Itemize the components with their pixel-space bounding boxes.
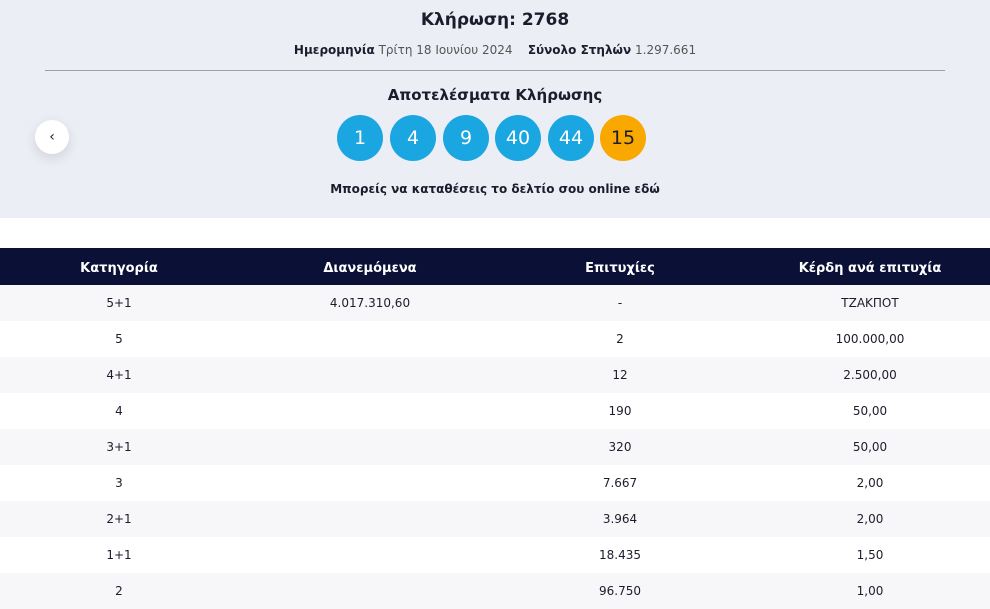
table-cell: 7.667 [602,476,638,490]
table-cell: 4 [115,404,123,418]
note-link[interactable]: εδώ [634,182,660,196]
column-header: Επιτυχίες [585,261,655,276]
table-row: 5 2 100.000,00 [0,321,990,357]
table-cell: 4+1 [106,368,132,382]
column-header: Κέρδη ανά επιτυχία [798,261,942,276]
table-cell: 50,00 [852,404,888,418]
table-row: 2 96.750 1,00 [0,573,990,609]
table-cell: 2 [115,584,123,598]
table-row: 3 7.667 2,00 [0,465,990,501]
note-text: Μπορείς να καταθέσεις το δελτίο σου onli… [330,182,631,196]
table-cell: ΤΖΑΚΠΟΤ [841,296,899,310]
table-cell: 1,00 [856,584,884,598]
table-cell: - [617,296,623,310]
table-row: 3+1 320 50,00 [0,429,990,465]
table-row: 4 190 50,00 [0,393,990,429]
table-cell: 2 [616,332,624,346]
ball: 4 [390,115,436,161]
table-row: 5+1 4.017.310,60 - ΤΖΑΚΠΟΤ [0,285,990,321]
divider [45,70,945,71]
table-cell: 100.000,00 [835,332,905,346]
table-cell: 2+1 [106,512,132,526]
date: Τρίτη 18 Ιουνίου 2024 [378,43,513,57]
table-cell: 18.435 [599,548,641,562]
table-cell: 5 [115,332,123,346]
column-header: Κατηγορία [80,261,158,276]
note: Μπορείς να καταθέσεις το δελτίο σου onli… [0,182,990,196]
columns: 1.297.661 [635,43,697,57]
table-cell: 2,00 [856,512,884,526]
table-cell: 2,00 [856,476,884,490]
table-cell: 3 [115,476,123,490]
table-row: 4+1 12 2.500,00 [0,357,990,393]
draw-panel: Κλήρωση: 2768 Ημερομηνία Τρίτη 18 Ιουνίο… [0,0,990,218]
columns-label: Σύνολο Στηλών [527,43,632,57]
table-cell: 50,00 [852,440,888,454]
ball: 9 [443,115,489,161]
draw-title: Κλήρωση: 2768 [420,10,570,30]
table-cell: 96.750 [599,584,641,598]
table-row: 1+1 18.435 1,50 [0,537,990,573]
table-cell: 2.500,00 [843,368,897,382]
table-header: Κατηγορία Διανεμόμενα Επιτυχίες Κέρδη ανά ε… [0,248,990,285]
table-cell: 320 [608,440,632,454]
table-cell: 12 [612,368,628,382]
table-cell: 3+1 [106,440,132,454]
ball: 44 [548,115,594,161]
back-button[interactable]: ‹ [35,120,69,154]
date-label: Ημερομηνία [293,43,375,57]
table-row: 2+1 3.964 2,00 [0,501,990,537]
table-cell: 5+1 [106,296,132,310]
table-cell: 190 [608,404,632,418]
column-header: Διανεμόμενα [323,261,417,276]
results-title: Αποτελέσματα Κλήρωσης [387,86,603,104]
draw-meta: Ημερομηνία Τρίτη 18 Ιουνίου 2024 Σύνολο … [0,43,990,57]
table-cell: 3.964 [602,512,638,526]
table-cell: 4.017.310,60 [329,296,411,310]
ball: 40 [495,115,541,161]
table-cell: 1+1 [106,548,132,562]
table-cell: 1,50 [856,548,884,562]
bonus-ball: 15 [600,115,646,161]
ball: 1 [337,115,383,161]
